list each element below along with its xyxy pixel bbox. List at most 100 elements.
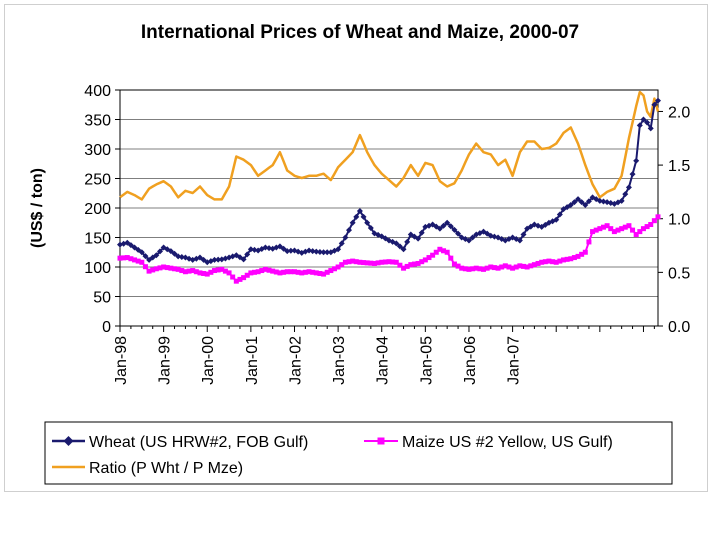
maize-point <box>190 268 196 274</box>
maize-point <box>164 265 170 271</box>
wheat-point <box>567 202 574 209</box>
wheat-point <box>447 223 454 230</box>
maize-point <box>135 258 141 264</box>
maize-point <box>142 264 148 270</box>
maize-point <box>146 268 152 274</box>
maize-point <box>215 267 221 273</box>
maize-point <box>386 259 392 265</box>
maize-point <box>644 224 650 230</box>
wheat-point <box>287 247 294 254</box>
maize-point <box>568 256 574 262</box>
wheat-point <box>556 211 563 218</box>
maize-point <box>473 265 479 271</box>
maize-point <box>495 265 501 271</box>
maize-point <box>604 223 610 229</box>
wheat-point <box>153 252 160 259</box>
maize-point <box>648 222 654 228</box>
wheat-point <box>335 246 342 253</box>
maize-point <box>299 270 305 276</box>
maize-point <box>361 260 367 266</box>
wheat-point <box>578 199 585 206</box>
wheat-point <box>516 237 523 244</box>
wheat-point <box>266 245 273 252</box>
maize-point <box>553 259 559 265</box>
maize-point <box>481 266 487 272</box>
maize-point <box>364 260 370 266</box>
wheat-point <box>240 256 247 263</box>
maize-point <box>273 269 279 275</box>
wheat-point <box>247 246 254 253</box>
chart-frame <box>4 4 708 492</box>
maize-point <box>571 255 577 261</box>
y2-tick-label: 0.0 <box>668 319 690 336</box>
legend-maize-label: Maize US #2 Yellow, US Gulf) <box>402 434 613 451</box>
wheat-point <box>284 248 291 255</box>
y2-axis-ticks: 2.0 1.5 1.0 0.5 0.0 <box>658 104 690 336</box>
maize-point <box>139 259 145 265</box>
wheat-point <box>251 246 258 253</box>
maize-point <box>172 266 178 272</box>
maize-point <box>277 270 283 276</box>
wheat-point <box>356 207 363 214</box>
wheat-point <box>324 249 331 256</box>
y-tick-label: 100 <box>84 260 111 277</box>
maize-point <box>244 272 250 278</box>
maize-point <box>317 270 323 276</box>
wheat-point <box>342 234 349 241</box>
maize-point <box>324 269 330 275</box>
maize-point <box>466 266 472 272</box>
maize-point <box>539 259 545 265</box>
wheat-point <box>455 230 462 237</box>
legend-box <box>44 421 673 485</box>
maize-point <box>168 265 174 271</box>
maize-point <box>302 269 308 275</box>
gridlines <box>120 119 658 297</box>
y-tick-label: 350 <box>84 113 111 130</box>
maize-point <box>622 224 628 230</box>
wheat-point <box>167 248 174 255</box>
wheat-point <box>211 256 218 263</box>
x-tick-label: Jan-02 <box>287 336 304 385</box>
legend-wheat: Wheat (US HRW#2, FOB Gulf) <box>52 434 308 451</box>
x-tick-label: Jan-07 <box>506 336 523 385</box>
maize-point <box>535 260 541 266</box>
x-tick-label: Jan-01 <box>244 336 261 385</box>
maize-point <box>441 248 447 254</box>
maize-point <box>470 266 476 272</box>
maize-point <box>132 257 138 263</box>
maize-point <box>557 258 563 264</box>
maize-point <box>128 256 134 262</box>
maize-point <box>331 266 337 272</box>
maize-point <box>179 268 185 274</box>
maize-point <box>437 246 443 252</box>
maize-point <box>266 267 272 273</box>
maize-point <box>448 255 454 261</box>
maize-point <box>444 249 450 255</box>
maize-point <box>590 229 596 235</box>
maize-point <box>161 264 167 270</box>
y-tick-label: 250 <box>84 172 111 189</box>
maize-point <box>375 260 381 266</box>
wheat-point <box>625 184 632 191</box>
maize-point <box>241 275 247 281</box>
maize-point <box>197 270 203 276</box>
maize-point <box>655 214 661 220</box>
maize-point <box>451 261 457 267</box>
maize-point <box>124 255 130 261</box>
maize-point <box>579 251 585 257</box>
maize-point <box>233 278 239 284</box>
wheat-point <box>418 229 425 236</box>
wheat-point <box>353 213 360 220</box>
maize-point <box>502 263 508 269</box>
y2-tick-label: 1.0 <box>668 212 690 229</box>
wheat-point <box>346 227 353 234</box>
wheat-point <box>360 213 367 220</box>
legend-wheat-label: Wheat (US HRW#2, FOB Gulf) <box>89 434 308 451</box>
maize-point <box>586 239 592 245</box>
maize-point <box>368 260 374 266</box>
maize-point <box>640 226 646 232</box>
maize-point <box>408 262 414 268</box>
wheat-point <box>582 202 589 209</box>
maize-point <box>193 269 199 275</box>
maize-point <box>433 249 439 255</box>
